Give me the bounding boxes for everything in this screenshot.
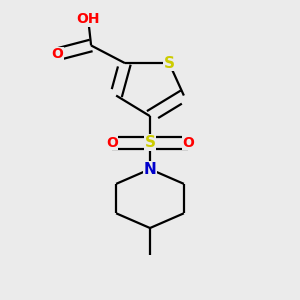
- Text: S: S: [145, 135, 155, 150]
- Text: OH: OH: [76, 12, 100, 26]
- Text: S: S: [164, 56, 175, 70]
- Text: O: O: [51, 47, 63, 61]
- Text: N: N: [144, 162, 156, 177]
- Text: O: O: [106, 136, 118, 150]
- Text: O: O: [182, 136, 194, 150]
